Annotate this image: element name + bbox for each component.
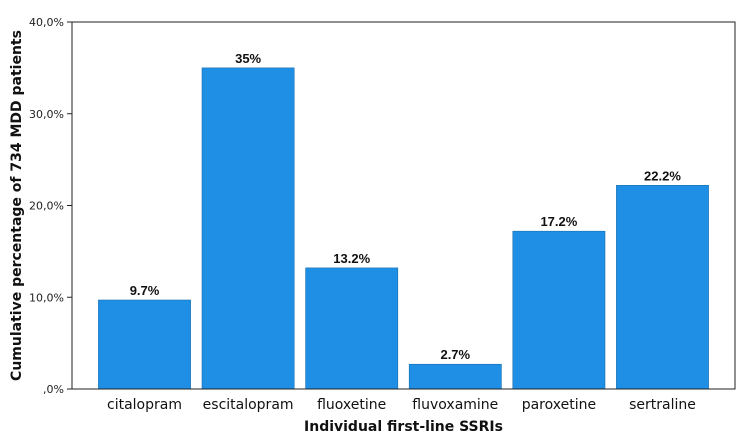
data-label-escitalopram: 35% [235,51,261,66]
x-tick-label-paroxetine: paroxetine [522,397,596,413]
x-tick-label-escitalopram: escitalopram [203,397,294,413]
x-tick-label-fluvoxamine: fluvoxamine [412,397,498,413]
x-axis-title: Individual first-line SSRIs [304,419,503,435]
y-axis-title: Cumulative percentage of 734 MDD patient… [9,30,25,381]
bar-sertraline [616,185,709,390]
x-tick-label-fluoxetine: fluoxetine [317,397,386,413]
bars-group [98,67,709,390]
bar-paroxetine [512,230,606,390]
data-label-fluvoxamine: 2.7% [440,347,470,362]
x-tick-label-sertraline: sertraline [629,397,696,413]
y-tick-label: 40,0% [29,16,64,29]
plot-frame [71,21,736,390]
bar-citalopram [98,299,191,390]
y-tick-label: 30,0% [29,108,64,121]
data-label-fluoxetine: 13.2% [333,251,370,266]
y-tick-label: ,0% [43,383,64,396]
category-labels-group: citalopram escitalopram fluoxetine fluvoxam… [107,397,696,413]
y-tick-label: 10,0% [29,291,64,304]
y-tick-label: 20,0% [29,200,64,213]
x-tick-label-citalopram: citalopram [107,397,182,413]
y-axis-ticks: ,0% 10,0% 20,0% 30,0% 40,0% [29,16,72,396]
bar-fluvoxamine [408,363,502,390]
data-label-sertraline: 22.2% [644,168,681,183]
data-label-citalopram: 9.7% [130,283,160,298]
bar-escitalopram [201,67,295,390]
data-label-paroxetine: 17.2% [540,214,577,229]
data-labels-group: 9.7% 35% 13.2% 2.7% 17.2% 22.2% [130,51,682,362]
bar-fluoxetine [305,267,399,390]
